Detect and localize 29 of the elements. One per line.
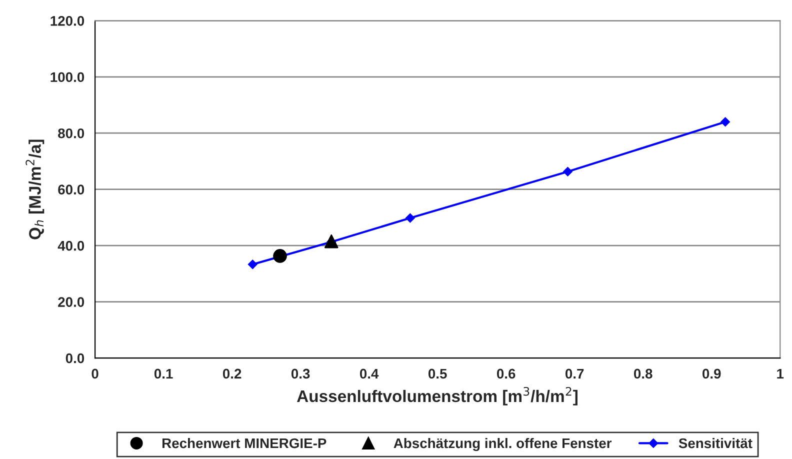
x-tick-label: 0.6 <box>496 368 516 379</box>
y-tick-label: 20.0 <box>58 297 84 307</box>
point <box>248 260 258 270</box>
point <box>324 234 338 248</box>
legend-label: Rechenwert MINERGIE-P <box>162 438 326 448</box>
y-tick-label: 120.0 <box>50 16 84 26</box>
x-tick-label: 0.2 <box>222 368 242 379</box>
x-tick-label: 0.4 <box>360 368 379 379</box>
point <box>720 117 730 126</box>
y-axis-title: Q$_{h}$ [MJ/m$^{2}$/a] <box>26 140 44 240</box>
y-tick-label: 100.0 <box>50 72 84 82</box>
x-axis-title: Aussenluftvolumenstrom [m$^{3}$/h/m$^{2}$] <box>296 386 578 406</box>
y-tick-label: 80.0 <box>58 128 84 138</box>
x-tick-label: 0.9 <box>702 368 721 379</box>
x-tick-label: 0.3 <box>291 368 310 379</box>
legend-label: Sensitivität <box>678 438 752 448</box>
point <box>406 213 415 223</box>
x-tick-label: 1 <box>777 368 784 378</box>
x-tick-label: 0.5 <box>428 368 447 379</box>
y-tick-label: 40.0 <box>58 240 84 251</box>
y-tick-label: 60.0 <box>58 184 84 195</box>
legend-label: Abschätzung inkl. offene Fenster <box>394 438 612 451</box>
x-tick-label: 0.1 <box>154 368 173 379</box>
x-tick-label: 0 <box>92 368 98 379</box>
x-tick-label: 0.8 <box>634 368 652 379</box>
x-tick-label: 0.7 <box>565 368 584 379</box>
point <box>563 167 572 176</box>
point <box>273 249 287 263</box>
y-tick-label: 0.0 <box>66 353 84 364</box>
